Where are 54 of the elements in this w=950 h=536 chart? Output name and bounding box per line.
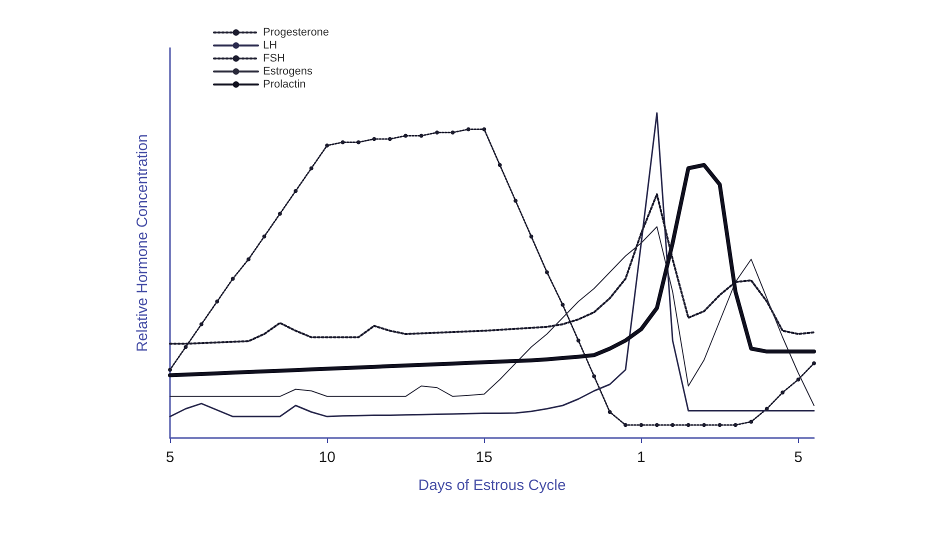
point — [246, 257, 251, 262]
point — [215, 300, 220, 304]
point — [718, 423, 722, 427]
legend-label: FSH — [263, 52, 286, 64]
point — [576, 338, 580, 342]
point — [325, 144, 330, 148]
y-axis-title: Relative Hormone Concentration — [134, 134, 151, 352]
point — [592, 374, 596, 378]
point — [560, 302, 565, 307]
point — [199, 322, 204, 326]
point — [608, 410, 612, 414]
point — [624, 423, 628, 427]
point — [294, 189, 298, 193]
point — [419, 134, 424, 138]
point — [670, 423, 675, 427]
point — [544, 270, 549, 274]
x-tick-label: 1 — [637, 449, 646, 466]
point — [812, 361, 816, 366]
point — [764, 406, 769, 411]
point — [404, 134, 408, 138]
point — [514, 198, 518, 203]
point — [654, 423, 659, 427]
point — [686, 423, 690, 427]
point — [450, 130, 455, 134]
legend-label: Estrogens — [263, 66, 314, 78]
legend-label: LH — [263, 40, 278, 52]
point — [356, 140, 360, 144]
point — [482, 127, 486, 132]
point — [639, 423, 644, 427]
x-axis-title: Days of Estrous Cycle — [418, 477, 566, 494]
x-tick-label: 15 — [476, 449, 492, 466]
point — [529, 234, 534, 238]
point — [262, 234, 266, 238]
point — [435, 130, 440, 134]
point — [702, 423, 706, 427]
legend-label: Progesterone — [263, 26, 330, 38]
legend-label: Prolactin — [263, 78, 306, 90]
x-tick-label: 10 — [318, 449, 336, 466]
point — [780, 390, 785, 394]
point — [340, 140, 345, 144]
point — [278, 212, 282, 216]
x-tick-label: 5 — [794, 449, 802, 466]
point — [388, 137, 392, 141]
point — [372, 137, 376, 141]
point — [498, 163, 502, 167]
point — [796, 378, 800, 382]
point — [184, 345, 188, 349]
point — [168, 368, 172, 372]
point — [749, 420, 754, 424]
point — [733, 423, 738, 427]
x-tick-label: 5 — [166, 449, 174, 466]
point — [466, 127, 470, 132]
point — [230, 276, 235, 281]
point — [309, 166, 314, 170]
